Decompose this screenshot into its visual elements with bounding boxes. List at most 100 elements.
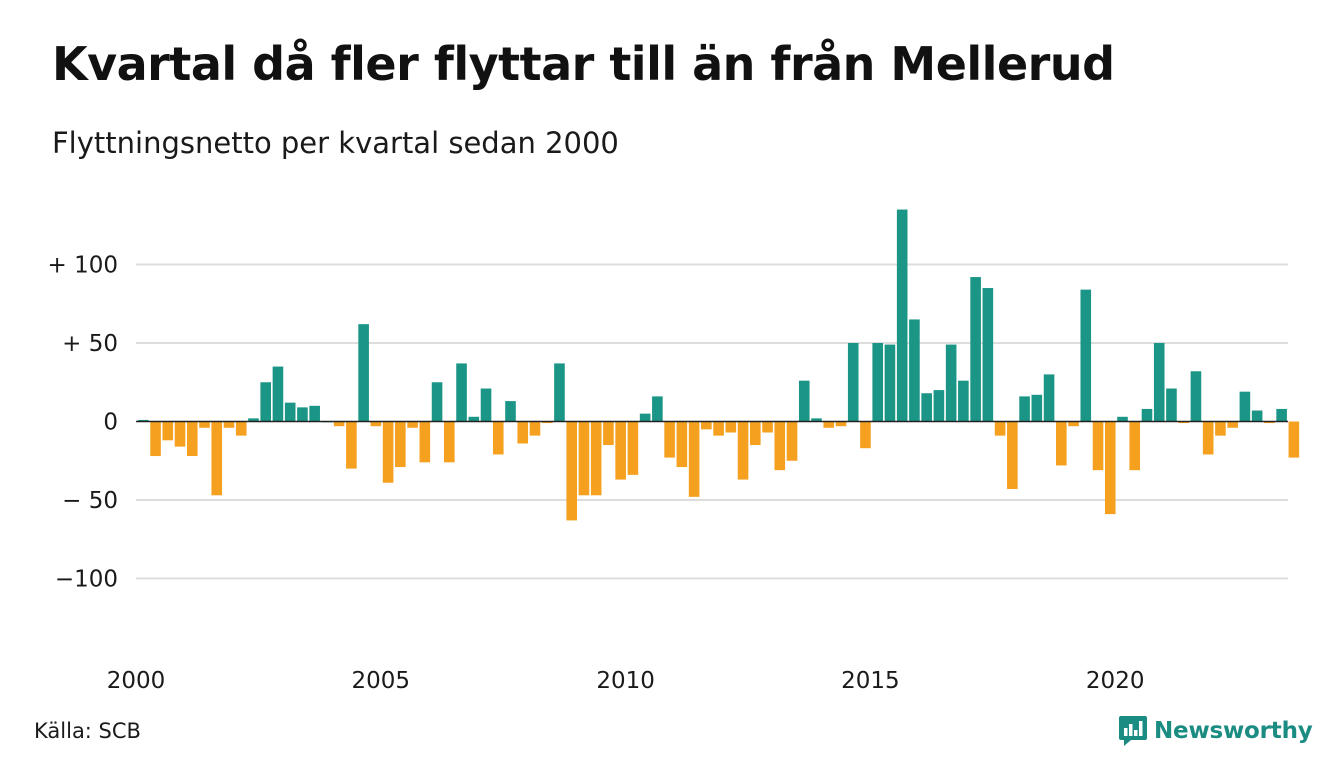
bar	[1276, 408, 1287, 422]
bar	[578, 421, 590, 496]
bar	[358, 324, 369, 422]
bar	[1080, 289, 1092, 422]
bar	[1239, 391, 1251, 422]
bar	[847, 343, 859, 422]
bar	[737, 421, 749, 480]
bar	[933, 390, 945, 422]
bar	[639, 413, 651, 422]
bar	[407, 421, 418, 428]
bar	[603, 421, 614, 446]
x-tick-label: 2015	[841, 668, 900, 694]
bar	[774, 421, 786, 471]
bar	[652, 396, 663, 422]
bar	[786, 421, 798, 461]
bar	[235, 421, 247, 436]
bar	[994, 421, 1006, 436]
bar	[554, 363, 565, 422]
bar	[860, 421, 871, 449]
bar	[676, 421, 688, 468]
bar	[346, 421, 357, 469]
brand-name: Newsworthy	[1154, 718, 1313, 744]
bar	[186, 421, 198, 457]
y-tick-label: + 50	[62, 331, 118, 357]
bar	[199, 421, 210, 428]
bar	[1007, 421, 1018, 490]
bar	[468, 416, 480, 422]
y-tick-label: 0	[103, 410, 118, 436]
x-tick-label: 2020	[1086, 668, 1145, 694]
y-tick-labels: + 100 + 50 0 − 50 −100	[48, 253, 118, 593]
bar	[1092, 421, 1104, 471]
bar	[1056, 421, 1067, 466]
bar	[174, 421, 186, 447]
bar	[982, 288, 994, 422]
y-tick-label: − 50	[62, 488, 118, 514]
x-tick-labels: 2000 2005 2010 2015 2020	[107, 668, 1145, 694]
bar	[284, 402, 296, 422]
bar	[1117, 416, 1128, 422]
bar	[517, 421, 529, 444]
gridlines	[136, 263, 1288, 580]
bar	[909, 319, 920, 422]
bar	[615, 421, 626, 480]
bar	[1166, 388, 1177, 422]
chart-title: Kvartal då fler flyttar till än från Mel…	[52, 37, 1115, 91]
bar	[970, 277, 981, 422]
bar	[945, 344, 957, 422]
bar	[811, 418, 822, 422]
bar	[921, 393, 932, 422]
bar	[456, 363, 467, 422]
bar	[1251, 410, 1263, 422]
bar	[1104, 421, 1116, 515]
bar	[492, 421, 504, 455]
bar	[1264, 421, 1275, 424]
bar	[382, 421, 394, 483]
bar	[150, 421, 161, 457]
y-tick-label: + 100	[48, 253, 118, 279]
bar	[162, 421, 174, 441]
bar	[333, 421, 345, 427]
bar	[713, 421, 724, 436]
x-tick-label: 2010	[596, 668, 655, 694]
bar	[835, 421, 847, 427]
bar	[762, 421, 773, 433]
bar	[566, 421, 577, 521]
bar	[1031, 394, 1043, 422]
bar	[505, 401, 516, 422]
bar	[1288, 421, 1300, 458]
bar	[896, 209, 908, 422]
bars	[138, 209, 1300, 521]
bar	[664, 421, 675, 458]
bar	[1153, 343, 1165, 422]
bar	[370, 421, 382, 427]
bar	[309, 405, 320, 422]
bar	[1129, 421, 1141, 471]
x-tick-label: 2000	[107, 668, 166, 694]
bar	[958, 380, 969, 422]
bar	[248, 418, 259, 422]
bar	[444, 421, 455, 463]
bar	[627, 421, 639, 475]
bar	[884, 344, 896, 422]
bar	[590, 421, 602, 496]
chart-subtitle: Flyttningsnetto per kvartal sedan 2000	[52, 126, 619, 160]
bar	[138, 419, 149, 422]
bar	[1202, 421, 1214, 455]
bar	[223, 421, 235, 428]
bar	[419, 421, 431, 463]
source-credit: Källa: SCB	[34, 719, 141, 743]
bar	[211, 421, 223, 496]
bar	[1141, 408, 1153, 422]
bar	[272, 366, 284, 422]
bar	[480, 388, 492, 422]
bar	[1068, 421, 1079, 427]
brand-logo: Newsworthy	[1118, 714, 1313, 748]
bar	[541, 421, 553, 424]
bar	[688, 421, 700, 497]
bar	[872, 343, 883, 422]
bar	[750, 421, 761, 446]
bar	[1190, 371, 1202, 422]
bar	[529, 421, 541, 436]
bar	[1178, 421, 1189, 424]
